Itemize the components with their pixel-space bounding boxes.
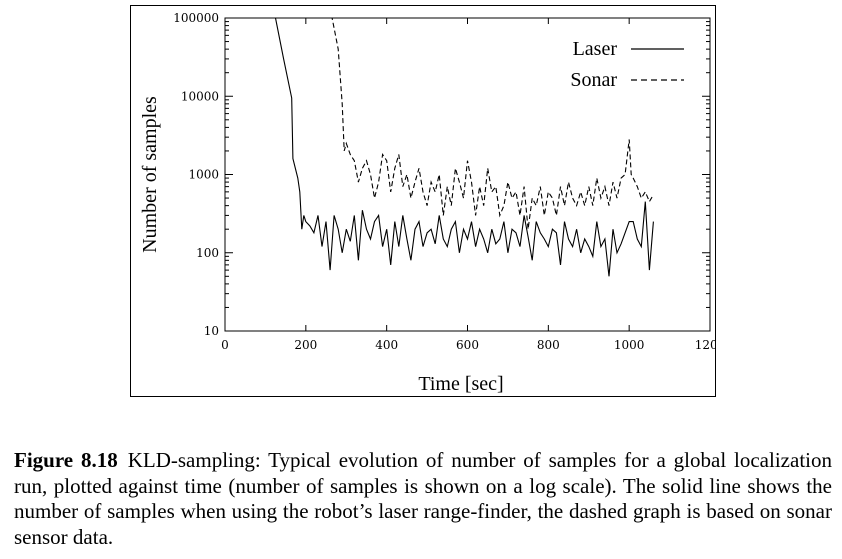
plot-area-border (224, 17, 711, 332)
y-tick-label: 100000 (173, 11, 219, 25)
x-tick-label: 600 (456, 338, 479, 352)
caption-figure-label: Figure 8.18 (14, 448, 118, 472)
legend-label-sonar: Sonar (570, 69, 617, 91)
figure-caption: Figure 8.18 KLD-sampling: Typical evoluti… (14, 448, 832, 550)
caption-text: KLD-sampling: Typical evolution of numbe… (14, 448, 832, 549)
y-tick-label: 10 (204, 324, 219, 338)
x-tick-label: 800 (537, 338, 560, 352)
samples-over-time-chart: 0 200 400 600 800 1000 1200 10 100 1000 10000 10000… (139, 11, 715, 395)
x-tick-label: 400 (375, 338, 398, 352)
y-tick-label: 10000 (181, 89, 219, 103)
x-tick-label: 1000 (614, 338, 645, 352)
y-tick-label: 100 (196, 246, 219, 260)
y-axis-title: Number of samples (139, 96, 161, 253)
x-tick-label: 0 (221, 338, 229, 352)
x-tick-label: 1200 (695, 338, 715, 352)
series-line-laser (225, 18, 654, 277)
y-tick-label: 1000 (188, 168, 219, 182)
legend-label-laser: Laser (573, 38, 618, 60)
figure-frame: 0 200 400 600 800 1000 1200 10 100 1000 10000 10000… (130, 5, 716, 397)
x-axis-title: Time [sec] (418, 373, 503, 395)
x-tick-label: 200 (294, 338, 317, 352)
series-line-sonar (225, 18, 654, 230)
